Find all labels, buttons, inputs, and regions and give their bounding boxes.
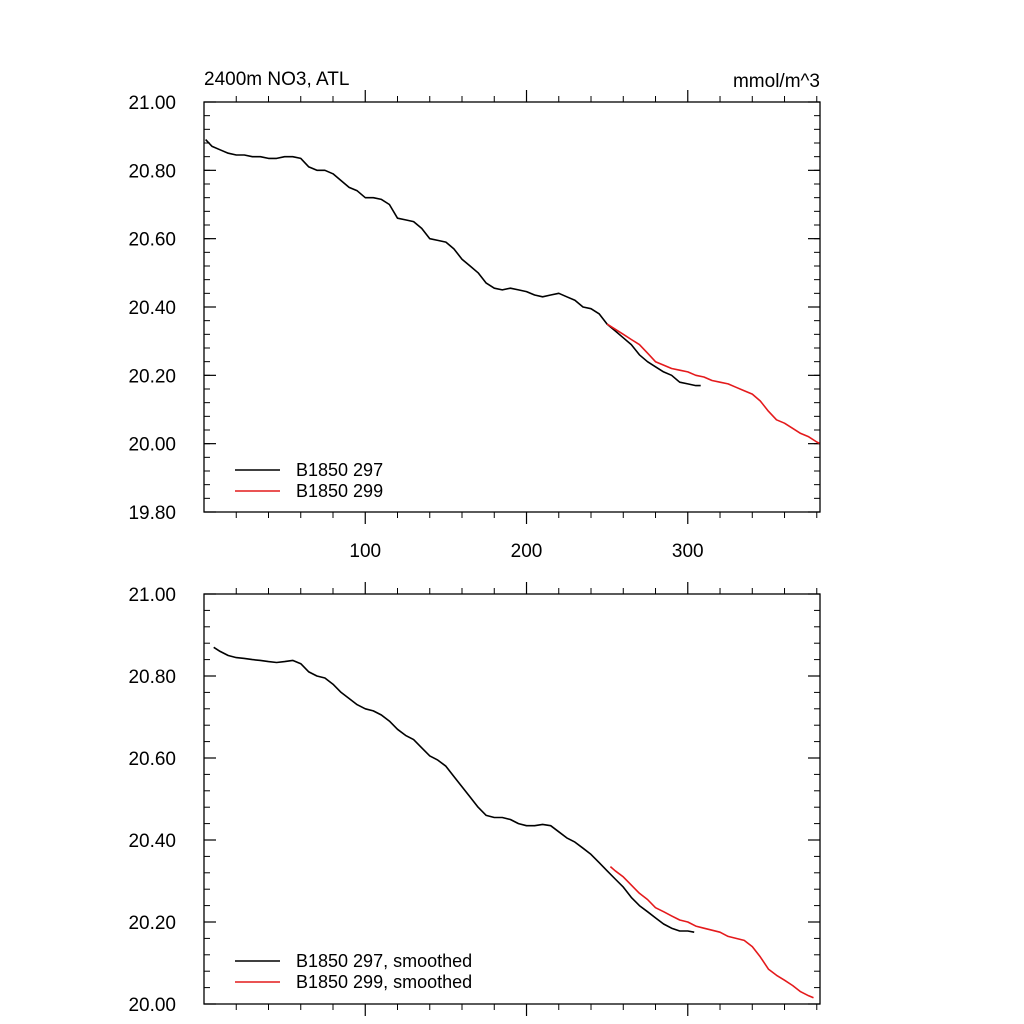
bottom-chart-ticks: [204, 582, 820, 1016]
y-tick-label: 20.60: [128, 749, 176, 770]
y-tick-label: 21.00: [128, 93, 176, 114]
top-legend: B1850 297 B1850 299: [235, 460, 383, 501]
units-label: mmol/m^3: [733, 71, 820, 92]
top-chart: 2400m NO3, ATL mmol/m^3 19.80 20.00 20.20 2…: [128, 69, 821, 562]
legend-label: B1850 299: [296, 481, 383, 501]
bottom-chart: 20.00 20.20 20.40 20.60 20.80 21.00 B1850 297…: [128, 582, 821, 1016]
series-line: [205, 139, 701, 387]
y-tick-label: 20.20: [128, 913, 176, 934]
bottom-chart-series: [213, 646, 814, 999]
series-line: [213, 646, 695, 933]
x-tick-label: 100: [349, 541, 381, 562]
y-tick-label: 20.40: [128, 831, 176, 852]
top-x-tick-labels: 100 200 300: [349, 541, 703, 562]
x-tick-label: 200: [511, 541, 543, 562]
x-tick-label: 300: [672, 541, 704, 562]
chart-title: 2400m NO3, ATL: [204, 69, 349, 90]
y-tick-label: 20.20: [128, 366, 176, 387]
y-tick-label: 20.80: [128, 667, 176, 688]
y-tick-label: 19.80: [128, 503, 176, 524]
legend-label: B1850 299, smoothed: [296, 972, 472, 992]
y-tick-label: 20.00: [128, 435, 176, 456]
series-line: [606, 323, 821, 445]
y-tick-label: 20.60: [128, 230, 176, 251]
bottom-plot-frame: [203, 593, 821, 1005]
legend-label: B1850 297: [296, 460, 383, 480]
y-tick-label: 20.80: [128, 161, 176, 182]
bottom-legend: B1850 297, smoothed B1850 299, smoothed: [235, 951, 472, 992]
bottom-y-tick-labels: 20.00 20.20 20.40 20.60 20.80 21.00: [128, 585, 176, 1016]
y-tick-label: 21.00: [128, 585, 176, 606]
top-plot-frame: [203, 101, 821, 513]
top-chart-ticks: [204, 90, 820, 524]
y-tick-label: 20.40: [128, 298, 176, 319]
legend-label: B1850 297, smoothed: [296, 951, 472, 971]
top-chart-series: [205, 139, 821, 445]
y-tick-label: 20.00: [128, 995, 176, 1016]
series-line: [609, 865, 814, 999]
top-y-tick-labels: 19.80 20.00 20.20 20.40 20.60 20.80 21.00: [128, 93, 176, 524]
